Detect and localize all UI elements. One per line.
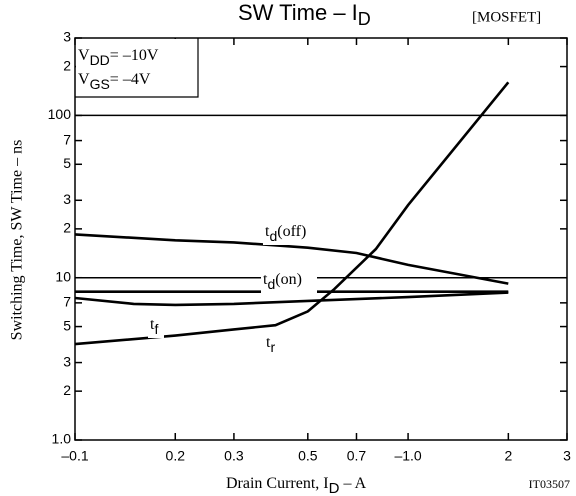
curve-label: td(on) <box>263 271 302 292</box>
title-text: SW Time – I <box>238 0 358 25</box>
x-tick-label: 0.7 <box>347 448 367 464</box>
y-tick-label: 1.0 <box>52 431 72 447</box>
curve-label-main: t <box>265 223 270 240</box>
curve-label-rest: (on) <box>275 271 302 288</box>
y-tick-label: 7 <box>63 131 71 147</box>
conditions-border <box>75 38 199 98</box>
condition-rest: = –10V <box>110 47 159 64</box>
curve-label: tr <box>266 334 275 355</box>
series-line <box>74 233 509 285</box>
y-tick-label: 10 <box>55 268 71 284</box>
y-tick-label: 5 <box>63 317 71 333</box>
y-tick-label: 3 <box>63 353 71 369</box>
curve-label-main: t <box>263 271 268 288</box>
x-label-rest: – A <box>339 475 366 492</box>
x-label-main: Drain Current, I <box>226 475 329 492</box>
condition-main: V <box>78 71 90 88</box>
x-tick-label: 0.5 <box>298 448 318 464</box>
x-tick-label: 3 <box>563 448 571 464</box>
y-tick-label: 100 <box>48 106 72 122</box>
curve-label-sub: d <box>267 276 275 292</box>
x-label-sub: D <box>329 480 340 496</box>
condition-sub: DD <box>90 52 110 68</box>
code: IT03507 <box>529 477 570 491</box>
condition-sub: GS <box>90 76 110 92</box>
x-tick-label: 0.3 <box>224 448 244 464</box>
curve-label-main: t <box>150 316 155 333</box>
chart-title: SW Time – ID <box>238 0 371 29</box>
curve-label: tf <box>150 316 158 337</box>
y-tick-label: 2 <box>63 57 71 73</box>
y-tick-label: 3 <box>63 29 71 45</box>
x-axis-label: Drain Current, ID – A <box>226 475 367 496</box>
x-tick-label: 2 <box>504 448 512 464</box>
y-tick-label: 7 <box>63 294 71 310</box>
y-tick-label: 2 <box>63 382 71 398</box>
x-tick-label: 0.2 <box>166 448 186 464</box>
conditions-box <box>76 39 198 97</box>
x-tick-label: –0.1 <box>61 448 88 464</box>
curve-label-bg <box>264 332 280 356</box>
curve-label-rest: (off) <box>277 223 306 240</box>
series-line <box>74 291 509 307</box>
y-axis-label: Switching Time, SW Time – ns <box>9 140 26 341</box>
y-tick-label: 2 <box>63 220 71 236</box>
curve-label-sub: f <box>154 321 158 337</box>
condition-rest: = –4V <box>110 71 151 88</box>
tag: [MOSFET] <box>472 9 541 25</box>
condition: VDD= –10V <box>78 47 159 68</box>
curve-label-main: t <box>266 334 271 351</box>
title-sub: D <box>358 9 371 29</box>
series-line <box>74 81 510 346</box>
y-tick-label: 5 <box>63 155 71 171</box>
y-tick-label: 3 <box>63 191 71 207</box>
condition-main: V <box>78 47 90 64</box>
curve-label-sub: r <box>270 339 275 355</box>
condition: VGS= –4V <box>78 71 151 92</box>
curve-label-bg <box>148 314 164 338</box>
curve-label: td(off) <box>265 223 306 244</box>
curve-label-bg <box>261 269 317 293</box>
curve-label-sub: d <box>269 228 277 244</box>
curve-label-bg <box>263 221 321 245</box>
x-tick-label: –1.0 <box>394 448 421 464</box>
